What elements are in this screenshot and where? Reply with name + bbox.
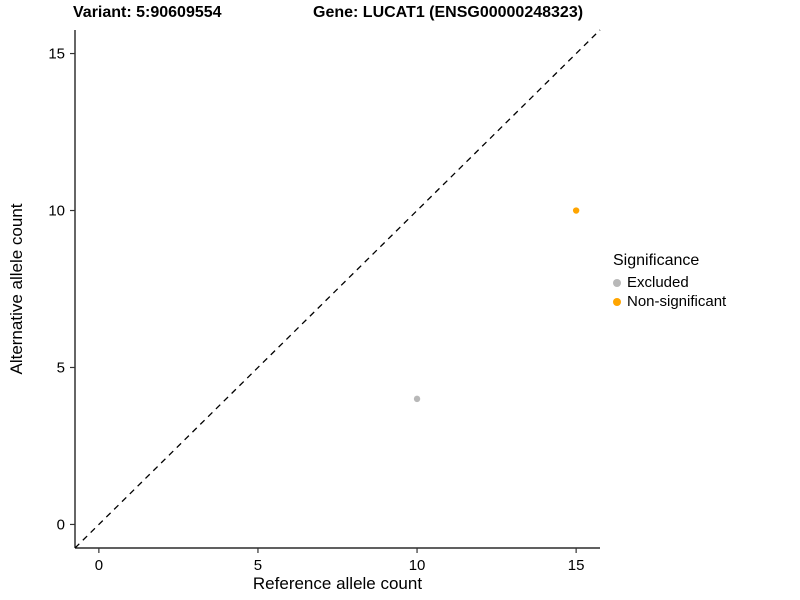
y-tick-label: 15 <box>48 46 65 63</box>
legend: Significance Excluded Non-significant <box>613 252 726 311</box>
legend-label: Excluded <box>627 274 689 291</box>
plot-title-gene: Gene: LUCAT1 (ENSG00000248323) <box>313 4 584 21</box>
legend-title: Significance <box>613 252 700 269</box>
x-tick-label: 0 <box>95 557 103 574</box>
legend-label: Non-significant <box>627 293 727 310</box>
data-point-non-significant <box>572 207 580 214</box>
y-tick-label: 5 <box>57 359 65 376</box>
legend-item-excluded: Excluded <box>613 273 726 292</box>
x-tick-label: 10 <box>409 557 426 574</box>
y-tick-label: 0 <box>57 516 65 533</box>
legend-dot <box>613 278 621 287</box>
y-tick-label: 10 <box>48 203 65 220</box>
legend-item-non-significant: Non-significant <box>613 292 726 311</box>
x-tick-label: 15 <box>568 557 585 574</box>
data-point-excluded <box>413 395 421 403</box>
y-axis-label: Alternative allele count <box>7 203 26 375</box>
legend-dot <box>613 297 621 306</box>
identity-line <box>74 29 601 549</box>
x-tick-label: 5 <box>254 557 262 574</box>
x-axis-label: Reference allele count <box>252 574 423 593</box>
plot-title-variant: Variant: 5:90609554 <box>73 4 222 21</box>
